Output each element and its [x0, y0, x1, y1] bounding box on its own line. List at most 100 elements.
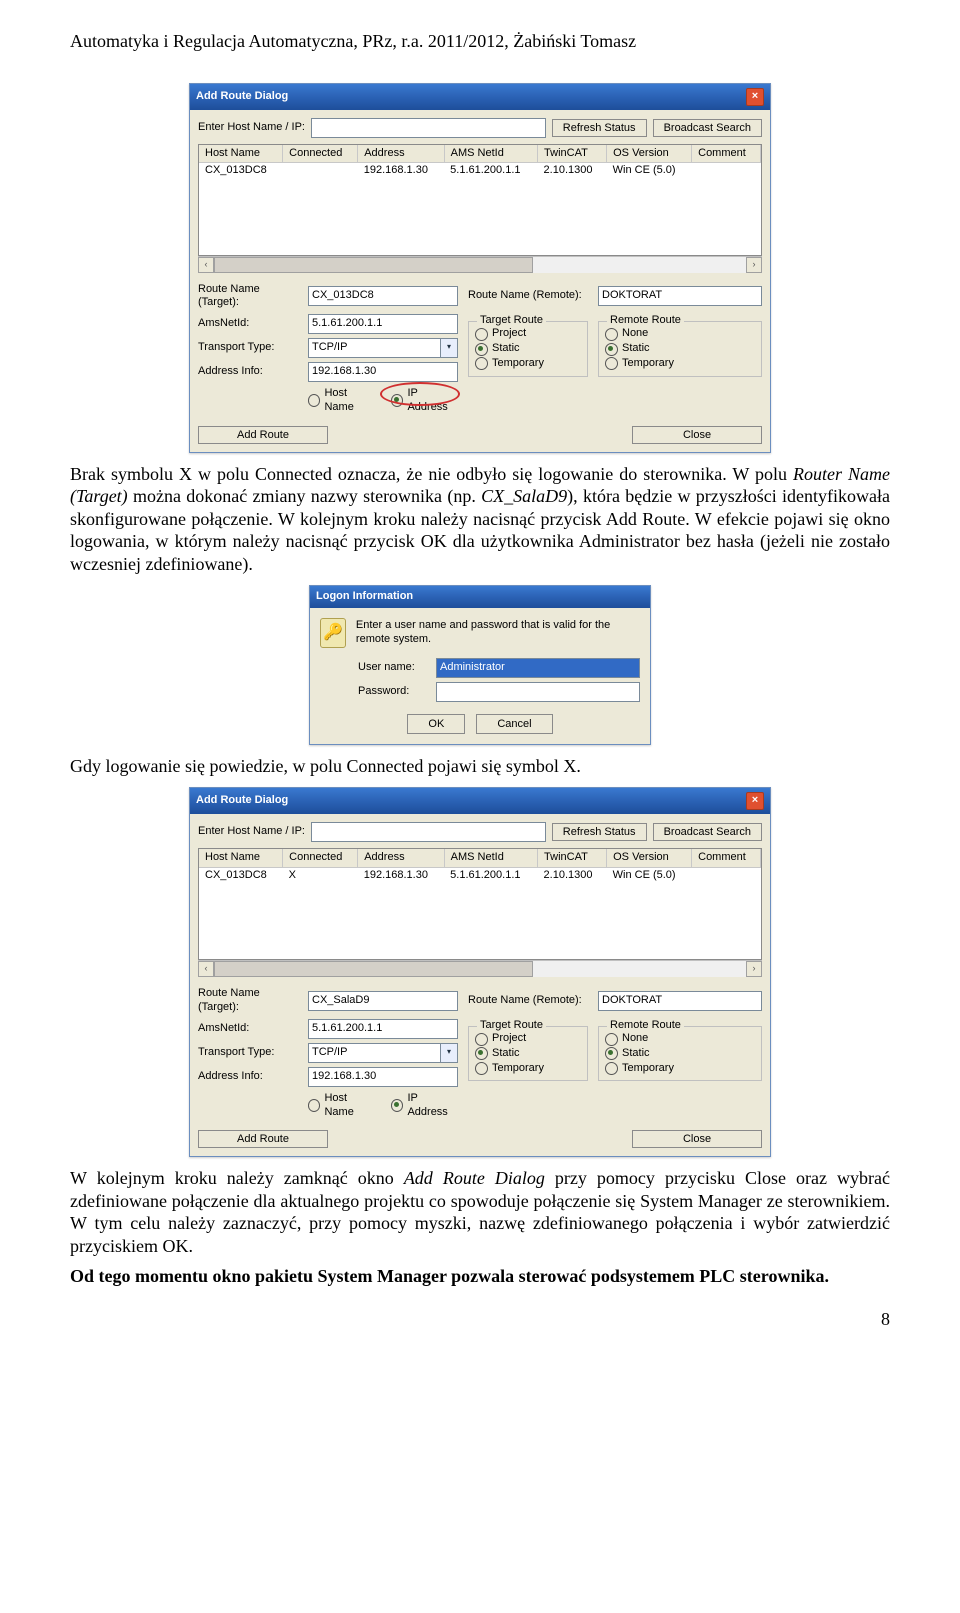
cancel-button[interactable]: Cancel: [476, 714, 552, 734]
username-input[interactable]: Administrator: [436, 658, 640, 678]
h-scrollbar[interactable]: ‹ ›: [198, 256, 762, 273]
amsnetid-label: AmsNetId:: [198, 317, 298, 331]
scroll-right-icon[interactable]: ›: [746, 961, 762, 977]
refresh-status-button[interactable]: Refresh Status: [552, 823, 647, 841]
add-route-button[interactable]: Add Route: [198, 1130, 328, 1148]
paragraph-2: Gdy logowanie się powiedzie, w polu Conn…: [70, 755, 890, 778]
addrinfo-input[interactable]: 192.168.1.30: [308, 362, 458, 382]
radio-ipaddress[interactable]: IP Address: [391, 387, 458, 415]
close-icon[interactable]: ×: [746, 792, 764, 810]
target-route-group: Target Route Project Static Temporary: [468, 1026, 588, 1081]
col-hostname[interactable]: Host Name: [199, 849, 283, 867]
page: Automatyka i Regulacja Automatyczna, PRz…: [0, 0, 960, 1370]
refresh-status-button[interactable]: Refresh Status: [552, 119, 647, 137]
col-twincat[interactable]: TwinCAT: [538, 849, 607, 867]
route-remote-label: Route Name (Remote):: [468, 994, 588, 1008]
radio-temporary-remote[interactable]: Temporary: [605, 357, 755, 371]
h-scrollbar[interactable]: ‹ ›: [198, 960, 762, 977]
scroll-right-icon[interactable]: ›: [746, 257, 762, 273]
route-target-input[interactable]: CX_013DC8: [308, 286, 458, 306]
host-ip-input[interactable]: [311, 118, 546, 138]
radio-static-remote[interactable]: Static: [605, 1047, 755, 1061]
cell-comment: [692, 868, 761, 884]
col-osversion[interactable]: OS Version: [607, 145, 692, 163]
broadcast-search-button[interactable]: Broadcast Search: [653, 823, 762, 841]
scroll-track[interactable]: [214, 961, 746, 977]
col-amsnetid[interactable]: AMS NetId: [444, 849, 537, 867]
col-connected[interactable]: Connected: [283, 145, 358, 163]
scroll-left-icon[interactable]: ‹: [198, 257, 214, 273]
col-comment[interactable]: Comment: [692, 849, 761, 867]
cell-address: 192.168.1.30: [358, 163, 444, 179]
amsnetid-input[interactable]: 5.1.61.200.1.1: [308, 314, 458, 334]
cell-connected: X: [283, 868, 358, 884]
scroll-thumb[interactable]: [214, 961, 533, 977]
broadcast-search-button[interactable]: Broadcast Search: [653, 119, 762, 137]
host-table: Host Name Connected Address AMS NetId Tw…: [199, 849, 761, 884]
password-label: Password:: [358, 685, 428, 699]
col-hostname[interactable]: Host Name: [199, 145, 283, 163]
radio-none[interactable]: None: [605, 1032, 755, 1046]
chevron-down-icon[interactable]: ▾: [441, 1043, 458, 1063]
cell-ams: 5.1.61.200.1.1: [444, 868, 537, 884]
logon-dialog: Logon Information 🔑 Enter a user name an…: [309, 585, 651, 745]
table-row[interactable]: CX_013DC8 192.168.1.30 5.1.61.200.1.1 2.…: [199, 163, 761, 179]
route-remote-input[interactable]: DOKTORAT: [598, 286, 762, 306]
addrinfo-input[interactable]: 192.168.1.30: [308, 1067, 458, 1087]
cell-address: 192.168.1.30: [358, 868, 444, 884]
scroll-track[interactable]: [214, 257, 746, 273]
paragraph-3: W kolejnym kroku należy zamknąć okno Add…: [70, 1167, 890, 1257]
radio-static[interactable]: Static: [475, 1047, 581, 1061]
radio-static[interactable]: Static: [475, 342, 581, 356]
radio-static-remote[interactable]: Static: [605, 342, 755, 356]
table-row[interactable]: CX_013DC8 X 192.168.1.30 5.1.61.200.1.1 …: [199, 868, 761, 884]
remote-route-group: Remote Route None Static Temporary: [598, 1026, 762, 1081]
logon-body: 🔑 Enter a user name and password that is…: [310, 608, 650, 744]
radio-hostname[interactable]: Host Name: [308, 387, 377, 415]
host-ip-label: Enter Host Name / IP:: [198, 121, 305, 135]
host-table-wrap: Host Name Connected Address AMS NetId Tw…: [198, 848, 762, 960]
radio-project[interactable]: Project: [475, 327, 581, 341]
target-route-title: Target Route: [477, 1019, 546, 1033]
scroll-thumb[interactable]: [214, 257, 533, 273]
col-osversion[interactable]: OS Version: [607, 849, 692, 867]
transport-combo[interactable]: TCP/IP ▾: [308, 338, 458, 358]
radio-hostname[interactable]: Host Name: [308, 1092, 377, 1120]
amsnetid-input[interactable]: 5.1.61.200.1.1: [308, 1019, 458, 1039]
amsnetid-label: AmsNetId:: [198, 1022, 298, 1036]
col-address[interactable]: Address: [358, 849, 444, 867]
target-route-title: Target Route: [477, 314, 546, 328]
add-route-button[interactable]: Add Route: [198, 426, 328, 444]
cell-connected: [283, 163, 358, 179]
radio-none[interactable]: None: [605, 327, 755, 341]
host-ip-input[interactable]: [311, 822, 546, 842]
host-ip-label: Enter Host Name / IP:: [198, 825, 305, 839]
ok-button[interactable]: OK: [407, 714, 465, 734]
remote-route-group: Remote Route None Static Temporary: [598, 321, 762, 376]
col-amsnetid[interactable]: AMS NetId: [444, 145, 537, 163]
close-button[interactable]: Close: [632, 426, 762, 444]
col-connected[interactable]: Connected: [283, 849, 358, 867]
close-button[interactable]: Close: [632, 1130, 762, 1148]
col-address[interactable]: Address: [358, 145, 444, 163]
radio-project[interactable]: Project: [475, 1032, 581, 1046]
radio-temporary-remote[interactable]: Temporary: [605, 1062, 755, 1076]
col-comment[interactable]: Comment: [692, 145, 761, 163]
transport-combo[interactable]: TCP/IP ▾: [308, 1043, 458, 1063]
radio-temporary[interactable]: Temporary: [475, 1062, 581, 1076]
chevron-down-icon[interactable]: ▾: [441, 338, 458, 358]
paragraph-1: Brak symbolu X w polu Connected oznacza,…: [70, 463, 890, 576]
cell-comment: [692, 163, 761, 179]
dialog-title: Add Route Dialog: [196, 90, 288, 104]
password-input[interactable]: [436, 682, 640, 702]
scroll-left-icon[interactable]: ‹: [198, 961, 214, 977]
col-twincat[interactable]: TwinCAT: [538, 145, 607, 163]
titlebar: Add Route Dialog ×: [190, 84, 770, 110]
route-target-input[interactable]: CX_SalaD9: [308, 991, 458, 1011]
cell-hostname: CX_013DC8: [199, 163, 283, 179]
radio-temporary[interactable]: Temporary: [475, 357, 581, 371]
route-remote-input[interactable]: DOKTORAT: [598, 991, 762, 1011]
cell-hostname: CX_013DC8: [199, 868, 283, 884]
radio-ipaddress[interactable]: IP Address: [391, 1092, 458, 1120]
close-icon[interactable]: ×: [746, 88, 764, 106]
